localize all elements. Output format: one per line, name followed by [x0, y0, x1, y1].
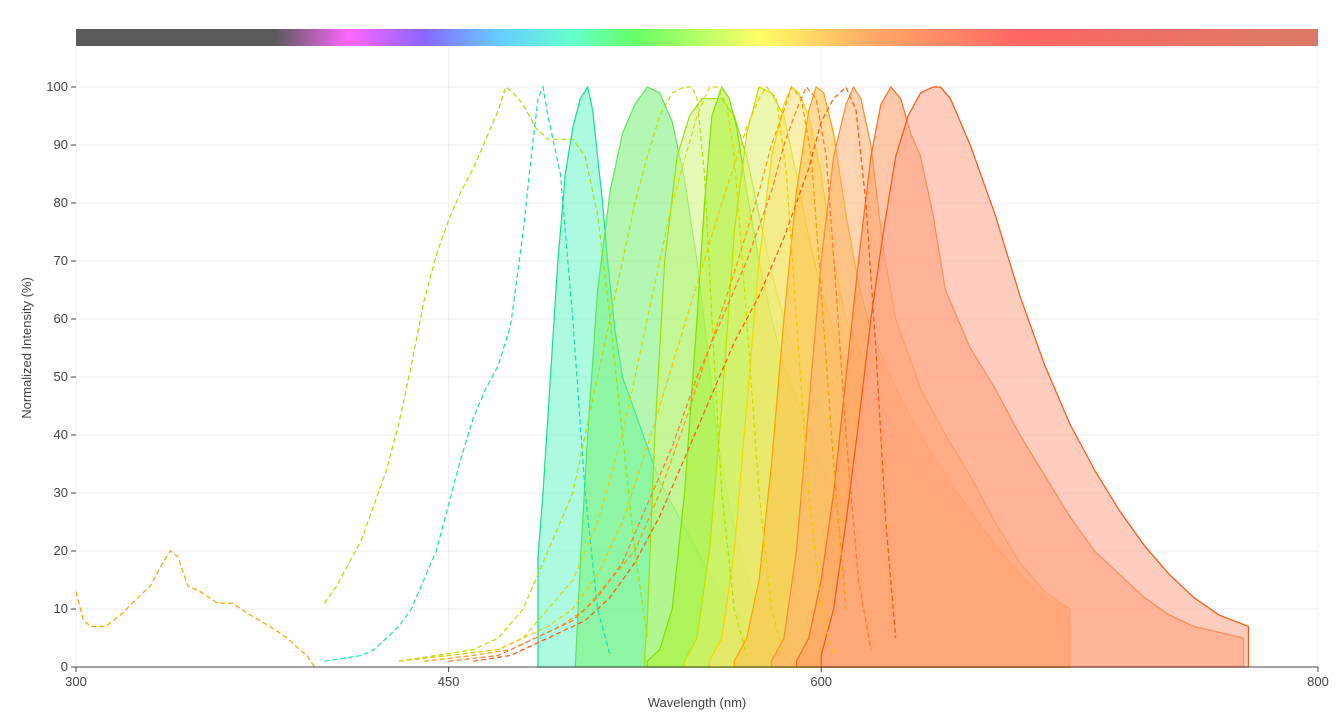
x-tick-label: 450 [438, 674, 460, 689]
y-tick-label: 40 [54, 427, 68, 442]
y-tick-label: 80 [54, 195, 68, 210]
emission-series-10 [820, 86, 1249, 668]
excitation-series-4 [398, 86, 748, 662]
axes: 300 450 600 800 0 10 20 30 40 50 60 70 80 90 100 [46, 79, 1329, 689]
excitation-series-9 [473, 85, 897, 662]
y-tick-label: 0 [61, 659, 68, 674]
y-tick-label: 50 [54, 369, 68, 384]
excitation-lines [75, 84, 897, 668]
y-tick-label: 100 [46, 79, 68, 94]
excitation-series-1 [75, 550, 316, 668]
x-tick-label: 300 [65, 674, 87, 689]
spectrum-bar [76, 29, 1318, 46]
y-tick-label: 70 [54, 253, 68, 268]
excitation-series-6 [398, 85, 835, 662]
y-tick-label: 10 [54, 601, 68, 616]
y-tick-label: 30 [54, 485, 68, 500]
excitation-series-5 [398, 86, 785, 662]
excitation-series-2 [323, 86, 648, 639]
y-tick-label: 60 [54, 311, 68, 326]
x-tick-label: 800 [1307, 674, 1329, 689]
y-axis-title: Normalized Intensity (%) [19, 277, 34, 419]
y-tick-label: 20 [54, 543, 68, 558]
excitation-series-8 [448, 85, 872, 662]
x-axis-title: Wavelength (nm) [648, 695, 747, 710]
emission-areas [537, 85, 1249, 668]
x-tick-label: 600 [810, 674, 832, 689]
y-tick-label: 90 [54, 137, 68, 152]
excitation-series-3 [324, 84, 611, 662]
